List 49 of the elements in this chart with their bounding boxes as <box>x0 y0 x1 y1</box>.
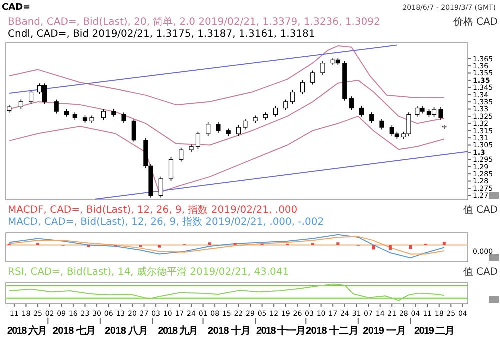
candlestick <box>438 106 444 120</box>
candlestick <box>196 131 201 150</box>
candlestick <box>132 118 136 143</box>
text: 2019/02/21, 1.3379, 1.3236, 1.3092 <box>198 17 380 28</box>
text: 2018 十一月 <box>256 325 306 337</box>
text: 2018 七月 <box>52 325 96 337</box>
text: BBand, CAD=, Bid(Last), 20, 简单, 2.0 <box>8 16 199 28</box>
candlestick <box>28 90 34 104</box>
candlestick <box>290 90 295 104</box>
candlestick <box>243 118 248 130</box>
y-axis-title: 值 CAD <box>463 267 498 278</box>
line-series <box>8 80 445 146</box>
text: 2019 一月 <box>363 326 406 337</box>
candlestick <box>380 118 384 130</box>
candlestick <box>300 80 306 95</box>
candlestick <box>179 147 184 162</box>
candlestick <box>310 70 316 86</box>
text: 2019/02/21, 43.041 <box>190 267 290 278</box>
text: Cndl, CAD=, Bid <box>8 29 92 40</box>
candlestick <box>236 124 241 137</box>
text: MACD, CAD=, Bid(Last), 12, 26, 9, 指数 <box>8 216 206 228</box>
candlestick <box>168 157 174 182</box>
text: 2018 六月 <box>7 325 47 337</box>
candlestick <box>320 60 326 76</box>
text: 2018 十月 <box>208 325 251 337</box>
y-axis-title: 值 CAD <box>463 205 498 216</box>
text: 2018 八月 <box>105 325 148 337</box>
y-axis-title: 价格 CAD <box>452 16 498 28</box>
candlestick <box>284 99 288 111</box>
text: RSI, CAD=, Bid(Last), 14, 威尔德平滑 <box>8 266 190 278</box>
candlestick <box>349 96 354 111</box>
text: 2019/02/21, .000 <box>211 205 298 216</box>
text: 2019/02/21, 1.3175, 1.3187, 1.3161, 1.3181 <box>92 29 316 40</box>
text: 2018 九月 <box>158 325 198 337</box>
candlestick <box>216 122 221 134</box>
text: 2018 十二月 <box>306 325 359 337</box>
text: 2019/02/21, .000, -.002 <box>206 217 324 228</box>
text: 2019 二月 <box>414 326 454 337</box>
candlestick <box>18 99 24 110</box>
text: MACDF, CAD=, Bid(Last), 12, 26, 9, 指数 <box>8 204 212 216</box>
line-series <box>8 46 445 106</box>
candlestick <box>359 106 364 118</box>
candlestick <box>370 112 374 124</box>
candlestick <box>101 109 106 120</box>
candlestick <box>122 112 126 124</box>
candlestick <box>206 122 211 137</box>
candlestick <box>54 99 59 114</box>
chart-title: CAD= <box>2 3 31 13</box>
candlestick <box>273 106 278 118</box>
